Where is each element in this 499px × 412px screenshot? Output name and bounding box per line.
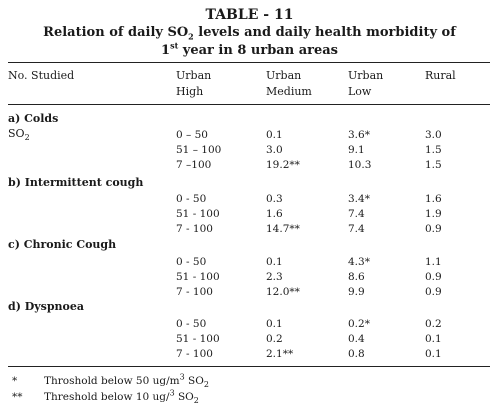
cell-range: 0 - 50 — [176, 193, 207, 205]
cell-rural: 1.1 — [425, 256, 442, 268]
header-rule — [8, 104, 490, 105]
section-label: d) Dyspnoea — [8, 300, 85, 313]
title-line-2: Relation of daily SO2 levels and daily h… — [43, 25, 456, 42]
cell-urban-medium: 14.7** — [266, 223, 300, 235]
cell-rural: 1.6 — [425, 193, 442, 205]
cell-rural: 0.1 — [425, 333, 442, 345]
cell-urban-low: 10.3 — [348, 159, 372, 171]
cell-rural: 1.9 — [425, 208, 442, 220]
cell-rural: 0.9 — [425, 223, 442, 235]
cell-urban-low: 4.3* — [348, 256, 370, 268]
cell-urban-medium: 12.0** — [266, 286, 300, 298]
cell-urban-medium: 0.1 — [266, 318, 283, 330]
header-urban-low: Urban Low — [348, 69, 384, 98]
cell-urban-low: 0.2* — [348, 318, 370, 330]
cell-range: 51 - 100 — [176, 333, 220, 345]
cell-rural: 1.5 — [425, 144, 442, 156]
cell-range: 7 - 100 — [176, 223, 213, 235]
cell-range: 7 - 100 — [176, 348, 213, 360]
cell-rural: 3.0 — [425, 129, 442, 141]
cell-urban-medium: 0.1 — [266, 129, 283, 141]
footnote-text: Threshold below 10 ug/3 SO2 — [44, 388, 199, 406]
cell-rural: 0.1 — [425, 348, 442, 360]
header-rural: Rural — [425, 69, 456, 82]
header-urban-high: Urban High — [176, 69, 212, 98]
cell-range: 51 - 100 — [176, 208, 220, 220]
cell-urban-low: 7.4 — [348, 223, 365, 235]
cell-urban-low: 9.9 — [348, 286, 365, 298]
cell-urban-low: 9.1 — [348, 144, 365, 156]
cell-rural: 0.9 — [425, 271, 442, 283]
cell-range: 0 - 50 — [176, 318, 207, 330]
cell-urban-medium: 2.1** — [266, 348, 294, 360]
cell-urban-medium: 2.3 — [266, 271, 283, 283]
section-label: a) Colds — [8, 112, 59, 125]
cell-rural: 0.9 — [425, 286, 442, 298]
cell-urban-low: 3.6* — [348, 129, 370, 141]
cell-range: 0 - 50 — [176, 256, 207, 268]
section-label: c) Chronic Cough — [8, 238, 117, 251]
cell-urban-medium: 1.6 — [266, 208, 283, 220]
cell-urban-low: 0.4 — [348, 333, 365, 345]
section-sub-label: SO2 — [8, 127, 30, 143]
cell-urban-low: 7.4 — [348, 208, 365, 220]
cell-urban-low: 0.8 — [348, 348, 365, 360]
title-line-3: 1st year in 8 urban areas — [161, 40, 338, 58]
cell-range: 7 –100 — [176, 159, 212, 171]
cell-urban-medium: 0.3 — [266, 193, 283, 205]
footnote-text: Throshold below 50 ug/m3 SO2 — [44, 372, 209, 390]
cell-rural: 0.2 — [425, 318, 442, 330]
cell-range: 51 – 100 — [176, 144, 222, 156]
header-no-studied: No. Studied — [8, 69, 75, 82]
cell-range: 7 - 100 — [176, 286, 213, 298]
table-title: TABLE - 11 Relation of daily SO2 levels … — [0, 6, 499, 59]
top-rule — [8, 62, 490, 63]
cell-urban-medium: 19.2** — [266, 159, 300, 171]
footnote-mark: ** — [12, 391, 23, 403]
cell-range: 0 – 50 — [176, 129, 208, 141]
cell-urban-medium: 3.0 — [266, 144, 283, 156]
cell-urban-low: 8.6 — [348, 271, 365, 283]
cell-urban-medium: 0.1 — [266, 256, 283, 268]
header-urban-medium: Urban Medium — [266, 69, 312, 98]
cell-urban-medium: 0.2 — [266, 333, 283, 345]
bottom-rule — [8, 366, 490, 367]
cell-rural: 1.5 — [425, 159, 442, 171]
cell-range: 51 - 100 — [176, 271, 220, 283]
footnote-mark: * — [12, 375, 18, 387]
table-number: TABLE - 11 — [205, 7, 294, 23]
section-label: b) Intermittent cough — [8, 176, 144, 189]
cell-urban-low: 3.4* — [348, 193, 370, 205]
